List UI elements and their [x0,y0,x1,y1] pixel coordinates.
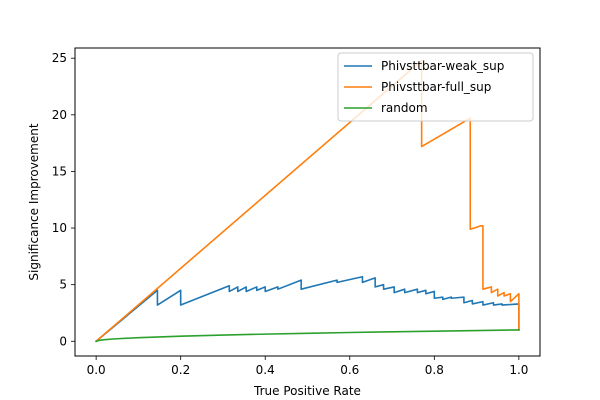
x-axis-label: True Positive Rate [253,384,361,398]
series-line-phivsttbar-weak-sup [95,275,520,343]
y-tick-label: 0 [59,334,67,348]
series-line-random [95,329,520,343]
x-tick-label: 0.8 [425,363,444,377]
legend-label-random: random [381,101,428,115]
ticks-layer: 0.0 0.2 0.4 0.6 0.8 1.0 0 5 10 15 20 25 [52,51,529,377]
x-tick-label: 0.6 [340,363,359,377]
legend-label-full-sup: Phivsttbar-full_sup [381,80,491,94]
x-tick-label: 0.4 [256,363,275,377]
y-tick-label: 5 [59,278,67,292]
plot-frame [74,47,541,357]
y-tick-label: 20 [52,108,67,122]
x-tick-label: 1.0 [509,363,528,377]
y-axis-label: Significance Improvement [27,123,41,280]
y-tick-label: 25 [52,51,67,65]
x-tick-label: 0.2 [171,363,190,377]
legend: Phivsttbar-weak_sup Phivsttbar-full_sup … [337,52,534,122]
y-tick-label: 10 [52,221,67,235]
x-tick-label: 0.0 [87,363,106,377]
legend-box [337,52,534,122]
legend-label-weak-sup: Phivsttbar-weak_sup [381,59,504,73]
y-tick-label: 15 [52,164,67,178]
